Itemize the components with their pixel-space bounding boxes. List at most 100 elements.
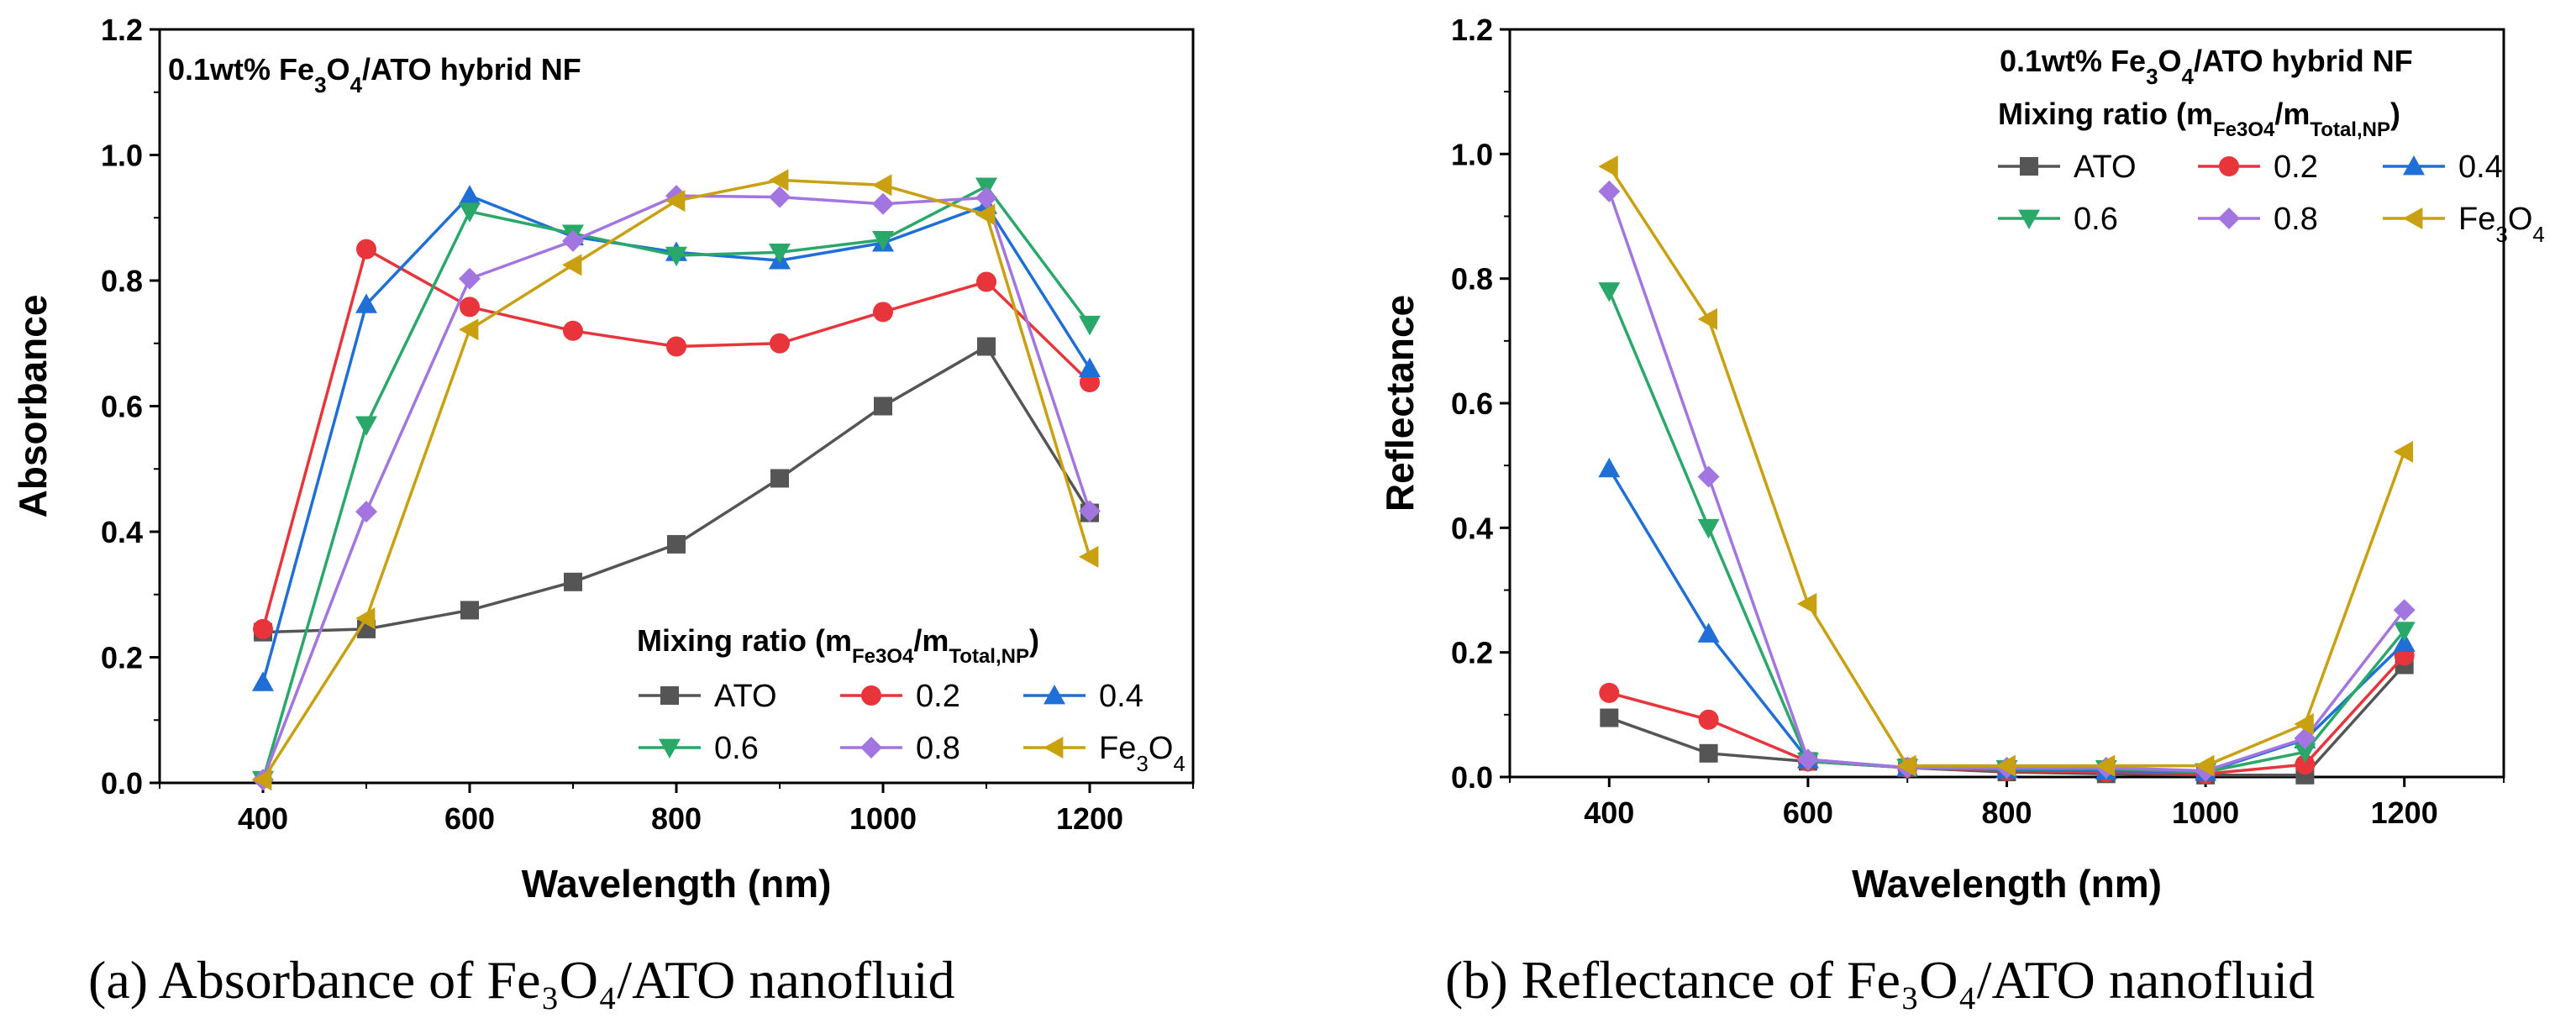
legend-label-0.8: 0.8 — [2274, 202, 2318, 237]
data-point-fe3o4 — [1697, 307, 1717, 330]
legend-title: Mixing ratio (mFe3O4/mTotal,NP) — [1998, 97, 2400, 141]
legend-label-0.6: 0.6 — [2074, 202, 2118, 237]
data-point-fe3o4 — [2095, 754, 2116, 777]
y-tick-label: 0.6 — [1451, 386, 1493, 421]
data-point-ato — [977, 337, 996, 356]
series-line-0.8 — [1607, 191, 2406, 773]
data-point-0.4 — [1598, 457, 1621, 478]
legend-label-ato: ATO — [714, 679, 777, 714]
data-point-0.6 — [355, 416, 377, 436]
data-point-0.6 — [1697, 518, 1720, 539]
data-point-0.2 — [2295, 754, 2316, 775]
plot-frame — [158, 28, 1195, 785]
data-point-fe3o4 — [665, 190, 686, 213]
x-tick-label: 1000 — [2172, 795, 2239, 830]
series-line-ato — [262, 344, 1091, 634]
legend-marker — [2218, 207, 2240, 229]
legend-label-ato: ATO — [2074, 150, 2137, 185]
y-tick-label: 0.4 — [1451, 511, 1493, 545]
data-point-ato — [874, 396, 892, 416]
data-point-fe3o4 — [562, 254, 582, 276]
legend-marker — [861, 685, 881, 706]
data-point-0.2 — [563, 320, 583, 341]
legend-label-fe3o4: Fe3O4 — [2458, 202, 2545, 247]
data-point-0.6 — [665, 246, 687, 267]
data-point-ato — [1699, 743, 1718, 763]
data-point-0.2 — [1698, 709, 1719, 730]
series-line-0.4 — [261, 194, 1091, 683]
y-axis-label: Reflectance — [1378, 295, 1422, 512]
data-point-fe3o4 — [459, 318, 479, 341]
y-tick-label: 0.8 — [1451, 262, 1493, 297]
x-tick-label: 1200 — [2371, 795, 2438, 830]
y-tick-label: 0.0 — [1451, 760, 1493, 795]
data-point-0.8 — [975, 186, 997, 209]
data-point-0.2 — [460, 297, 480, 318]
x-tick-label: 400 — [238, 801, 288, 836]
data-point-fe3o4 — [1995, 754, 2016, 777]
legend-label-0.4: 0.4 — [1099, 679, 1143, 714]
legend-marker — [1044, 685, 1065, 705]
data-point-0.4 — [252, 671, 274, 691]
y-tick-label: 0.8 — [101, 264, 143, 298]
legend-marker — [2219, 156, 2239, 176]
data-point-0.2 — [770, 333, 790, 354]
figure-caption: (a) Absorbance of Fe₃O₄/ATO nanofluid — [88, 950, 955, 1010]
data-point-0.6 — [1079, 315, 1101, 336]
data-point-fe3o4 — [252, 769, 272, 791]
data-point-fe3o4 — [2195, 754, 2215, 777]
data-point-0.8 — [769, 186, 791, 208]
data-point-0.6 — [1598, 282, 1621, 302]
data-point-0.2 — [976, 271, 996, 292]
y-tick-label: 0.2 — [101, 641, 143, 675]
data-point-0.6 — [2393, 622, 2416, 642]
data-point-0.8 — [872, 192, 894, 215]
data-point-fe3o4 — [2393, 440, 2414, 463]
y-tick-label: 0.2 — [1451, 636, 1493, 670]
legend-marker — [860, 737, 882, 759]
data-point-0.8 — [355, 501, 377, 523]
x-axis-label: Wavelength (nm) — [522, 862, 832, 906]
legend-label-0.2: 0.2 — [2274, 150, 2318, 185]
y-axis-label: Absorbance — [11, 295, 55, 518]
legend-marker — [2020, 157, 2038, 176]
y-tick-label: 1.0 — [101, 139, 143, 173]
legend-marker — [659, 738, 681, 759]
data-point-0.6 — [459, 202, 481, 223]
legend-marker — [1044, 737, 1064, 759]
legend-label-0.8: 0.8 — [916, 731, 960, 766]
annotation-text: 0.1wt% Fe3O4/ATO hybrid NF — [168, 52, 581, 97]
data-point-ato — [770, 469, 789, 488]
data-point-fe3o4 — [1598, 155, 1618, 178]
x-tick-label: 600 — [444, 801, 495, 836]
data-point-fe3o4 — [1079, 545, 1099, 568]
data-point-0.4 — [2393, 632, 2416, 652]
legend-label-0.6: 0.6 — [714, 731, 759, 766]
x-tick-label: 800 — [1981, 795, 2032, 830]
x-tick-label: 400 — [1584, 795, 1634, 830]
x-tick-label: 600 — [1783, 795, 1833, 830]
data-point-0.2 — [666, 336, 686, 357]
legend-marker — [2403, 207, 2423, 229]
x-tick-label: 800 — [651, 801, 702, 836]
data-point-0.2 — [356, 239, 376, 260]
legend-marker — [660, 686, 679, 705]
data-point-0.2 — [873, 302, 893, 323]
legend-title: Mixing ratio (mFe3O4/mTotal,NP) — [637, 623, 1039, 668]
series-line-fe3o4 — [1607, 165, 2406, 768]
y-tick-label: 1.2 — [1451, 13, 1493, 47]
legend-label-0.2: 0.2 — [916, 679, 960, 714]
data-point-fe3o4 — [769, 169, 789, 192]
panel-a-absorbance: 0.0 0.2 0.4 0.6 0.8 1.0 1.2 400 600 800 1000 1200 Wa… — [11, 13, 1195, 1010]
series-line-0.2 — [261, 247, 1091, 630]
data-point-0.2 — [1080, 372, 1100, 393]
data-point-ato — [564, 572, 582, 591]
data-point-0.6 — [769, 243, 791, 264]
data-point-ato — [1600, 708, 1619, 727]
y-tick-label: 1.2 — [101, 13, 143, 47]
data-point-0.8 — [1079, 500, 1101, 522]
data-point-fe3o4 — [1896, 754, 1916, 777]
legend-marker — [2403, 155, 2425, 176]
data-point-0.4 — [1079, 357, 1101, 378]
panel-b-reflectance: 0.0 0.2 0.4 0.6 0.8 1.0 1.2 400 600 800 1000 1200 Wa… — [1378, 13, 2545, 1010]
